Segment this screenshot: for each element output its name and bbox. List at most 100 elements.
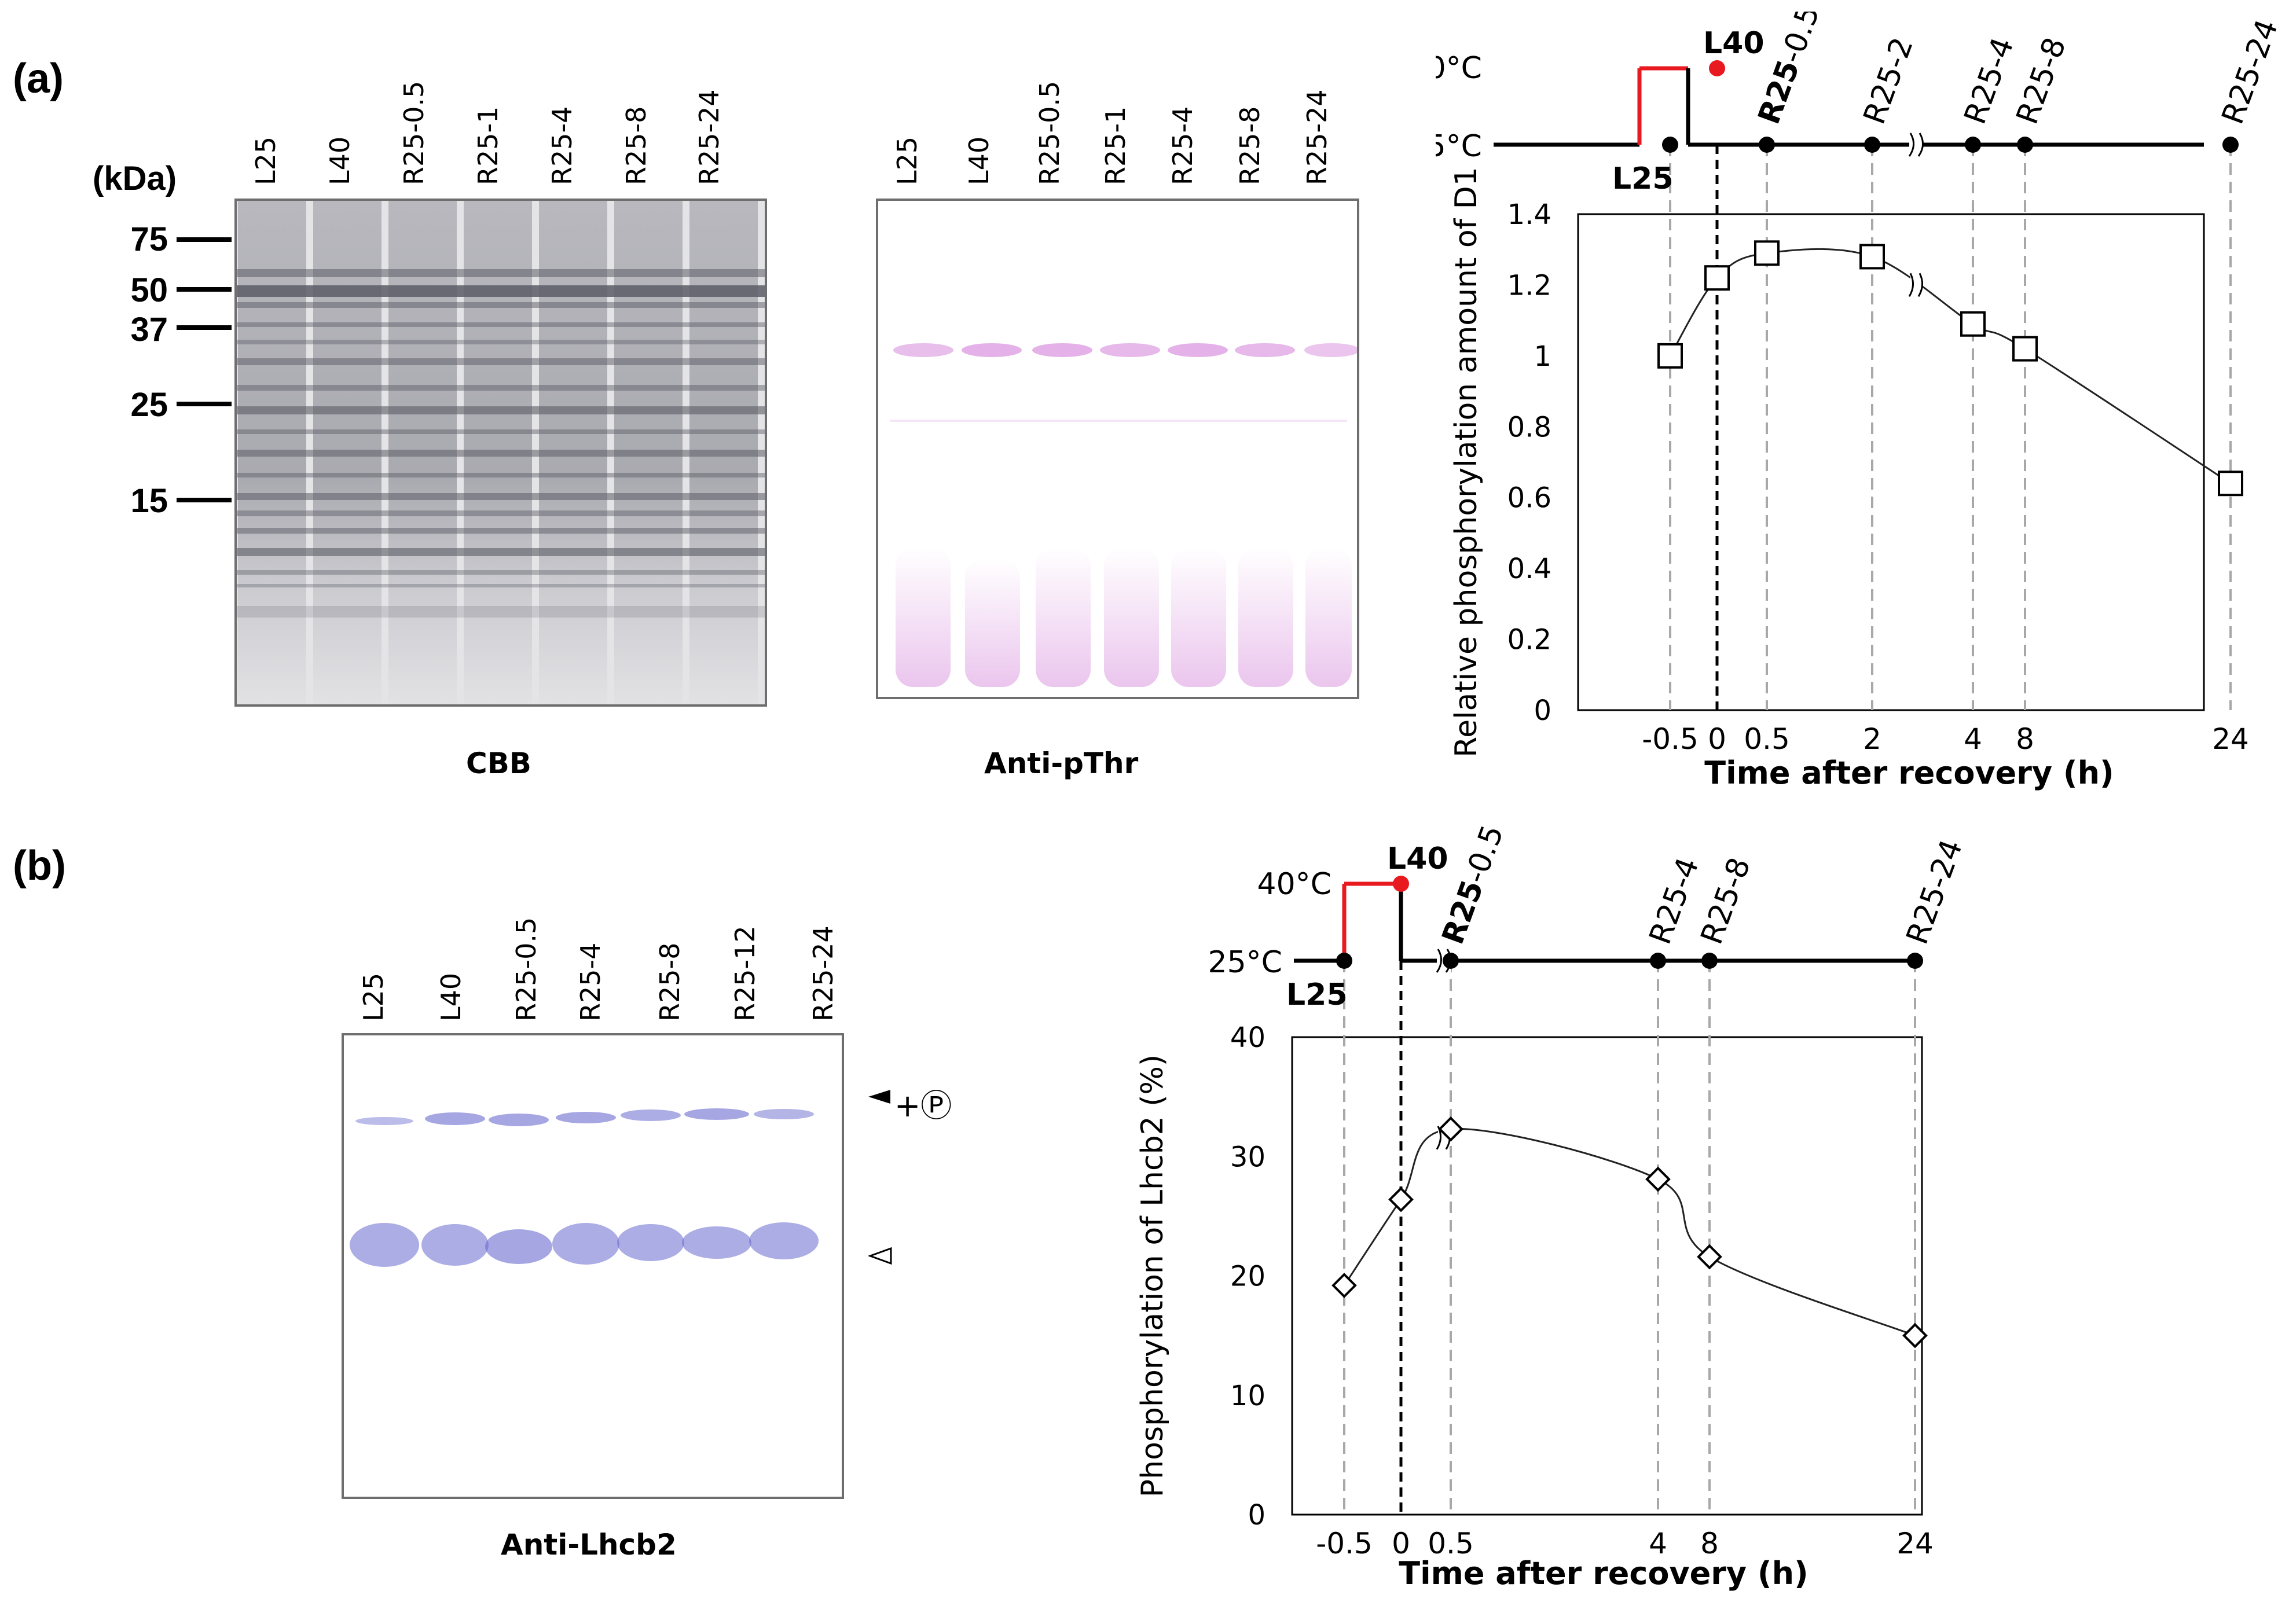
lhcb2-lane-label: R25-12: [729, 925, 761, 1022]
x-tick-label: 0: [1392, 1527, 1410, 1560]
y-tick-label: 1.4: [1507, 199, 1551, 231]
pthr-lane-label: R25-8: [1234, 106, 1265, 185]
timeline-label: R25-24: [2215, 15, 2285, 128]
x-tick-label: 0.5: [1744, 722, 1790, 756]
cbb-gel-image: [234, 199, 767, 707]
cbb-lane-label: R25-24: [694, 89, 725, 185]
y-tick-label: 30: [1230, 1141, 1265, 1173]
timeline-point: [1759, 137, 1775, 153]
mw-marker-label: 15: [130, 482, 168, 520]
panel-a-label: (a): [13, 56, 64, 102]
y-tick-label: 0: [1248, 1499, 1265, 1531]
data-point-diamond: [1331, 1273, 1357, 1298]
lhcb2-x-axis-label: Time after recovery (h): [1399, 1555, 1808, 1592]
data-point-diamond: [1438, 1116, 1463, 1142]
pthr-lane-label: L25: [892, 136, 923, 185]
y-tick-label: 1.2: [1507, 269, 1551, 302]
cbb-lane-label: R25-8: [621, 106, 652, 185]
lhcb2-lane-label: L40: [435, 972, 467, 1022]
pthr-bands: [890, 343, 1357, 422]
temp-40-label: 40°C: [1436, 51, 1482, 86]
d1-timeline: 40°C 25°C: [1436, 51, 2204, 164]
data-point-square: [1657, 343, 1683, 369]
lhcb2-main-bands: [350, 1222, 819, 1267]
pthr-lane-label: R25-4: [1167, 106, 1198, 185]
unphospho-band-arrowhead-icon: [868, 1247, 892, 1265]
d1-x-axis-label: Time after recovery (h): [1704, 755, 2114, 791]
timeline-label: R25-24: [1900, 835, 1969, 949]
x-tick-label: -0.5: [1316, 1527, 1373, 1560]
timeline-point: [1393, 876, 1409, 892]
x-tick-label: 0.5: [1428, 1527, 1474, 1560]
timeline-point: [1650, 953, 1666, 969]
lhcb2-lane-label: R25-0.5: [511, 917, 542, 1022]
temp-25-label: 25°C: [1208, 945, 1282, 980]
panel-b-label: (b): [13, 843, 66, 889]
cbb-lane-label: R25-0.5: [398, 80, 430, 185]
mw-marker-tick: [177, 402, 232, 406]
mw-marker-tick: [177, 237, 232, 242]
x-tick-label: 4: [1964, 722, 1982, 756]
data-point-square: [1960, 311, 1986, 337]
data-point-square: [1754, 240, 1780, 266]
kda-unit-label: (kDa): [93, 160, 177, 197]
timeline-point: [1662, 137, 1678, 153]
mw-marker-tick: [177, 325, 232, 330]
data-point-square: [1859, 244, 1885, 270]
y-tick-label: 1: [1534, 340, 1551, 373]
cbb-lane-label: L25: [250, 136, 281, 185]
y-tick-label: 10: [1230, 1380, 1265, 1412]
timeline-point: [1864, 137, 1880, 153]
x-tick-label: 8: [2016, 722, 2034, 756]
y-tick-label: 40: [1230, 1022, 1265, 1054]
data-point-diamond: [1388, 1186, 1414, 1213]
timeline-label: L40: [1703, 26, 1765, 61]
mw-marker-label: 50: [130, 271, 168, 309]
timeline-point: [2017, 137, 2033, 153]
timeline-label: R25-2: [1857, 33, 1920, 128]
mw-marker-tick: [177, 287, 232, 292]
timeline-label: L25: [1286, 978, 1348, 1012]
d1-phosphorylation-chart: 40°C 25°C 0 0.2 0.4 0.6 0.8 1 1.2 1.4 -0.5 0 0.5 2…: [1436, 12, 2285, 791]
x-tick-label: 4: [1649, 1527, 1667, 1560]
x-tick-label: 2: [1863, 722, 1881, 756]
y-tick-label: 0.4: [1507, 553, 1551, 585]
d1-plot-area: [1577, 213, 2205, 711]
pthr-lane-label: R25-24: [1301, 89, 1333, 185]
y-tick-label: 0: [1534, 695, 1551, 727]
mw-marker-label: 25: [130, 386, 168, 424]
timeline-point: [1907, 953, 1923, 969]
lhcb2-blot-image: [342, 1033, 844, 1499]
temp-25-label: 25°C: [1436, 129, 1482, 164]
cbb-bands: [237, 269, 765, 618]
cbb-lane-label: R25-1: [472, 106, 504, 185]
timeline-break-icon: [1908, 133, 1924, 157]
timeline-point: [1965, 137, 1981, 153]
lhcb2-lane-label: L25: [358, 972, 389, 1022]
data-point-diamond: [1645, 1166, 1671, 1192]
data-point-square: [2012, 336, 2038, 362]
y-tick-label: 0.8: [1507, 411, 1551, 443]
d1-series-line: [1669, 248, 2231, 484]
lhcb2-y-axis-label: Phosphorylation of Lhcb2 (%): [1135, 1055, 1170, 1497]
timeline-point: [1709, 60, 1725, 76]
pthr-smears: [896, 548, 1352, 687]
x-tick-label: 8: [1700, 1527, 1719, 1560]
temp-40-label: 40°C: [1257, 867, 1331, 902]
lhcb2-timeline: 40°C 25°C: [1208, 867, 1915, 980]
d1-y-axis-label: Relative phosphorylation amount of D1: [1449, 167, 1484, 757]
x-tick-label: 24: [1897, 1527, 1934, 1560]
lhcb2-phospho-bands: [355, 1108, 814, 1126]
phospho-band-arrowhead-icon: [868, 1090, 890, 1104]
mw-marker-label: 37: [130, 311, 168, 348]
lhcb2-plot-area: [1291, 1036, 1923, 1516]
pthr-blot-image: [876, 199, 1359, 699]
lhcb2-caption: Anti-Lhcb2: [501, 1528, 677, 1561]
lhcb2-series-line: [1343, 1127, 1916, 1337]
data-point-diamond: [1902, 1322, 1928, 1349]
timeline-point: [2222, 137, 2239, 153]
x-tick-label: -0.5: [1642, 722, 1699, 756]
x-tick-label: 24: [2212, 722, 2249, 756]
